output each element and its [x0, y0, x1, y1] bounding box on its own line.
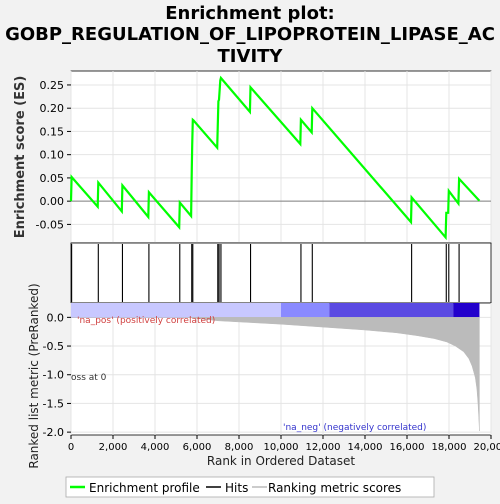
legend-metric-label: Ranking metric scores — [268, 481, 401, 495]
legend: Enrichment profile Hits Ranking metric s… — [66, 477, 434, 497]
x-tick-label: 4,000 — [141, 442, 170, 453]
x-tick-label: 20,000 — [474, 442, 500, 453]
color-bar-segment — [329, 303, 453, 318]
metric-y-tick-label: -2.0 — [43, 426, 64, 439]
legend-hits-label: Hits — [225, 481, 248, 495]
title-line-3: TIVITY — [218, 46, 284, 67]
neg-correlated-label: 'na_neg' (negatively correlated) — [283, 423, 426, 433]
chart-title: Enrichment plot: GOBP_REGULATION_OF_LIPO… — [5, 3, 495, 67]
title-line-1: Enrichment plot: — [165, 3, 335, 24]
es-y-tick-label: 0.10 — [40, 149, 65, 162]
es-y-tick-label: 0.15 — [40, 125, 65, 138]
es-y-tick-label: 0.25 — [40, 79, 65, 92]
metric-y-axis-label: Ranked list metric (PreRanked) — [27, 283, 41, 468]
es-y-tick-label: -0.05 — [36, 218, 64, 231]
metric-y-ticks: 0.0 -0.5 -1.0 -1.5 -2.0 — [43, 311, 71, 439]
legend-enrichment-label: Enrichment profile — [89, 481, 200, 495]
x-ticks: 0 2,000 4,000 6,000 8,000 10,000 12,000 14,000 1… — [68, 435, 500, 453]
metric-panel: 0.0 -0.5 -1.0 -1.5 -2.0 0 2,000 4,000 6,000 8,00… — [27, 283, 500, 468]
x-tick-label: 0 — [68, 442, 74, 453]
es-panel: -0.05 0.00 0.05 0.10 0.15 0.20 0.25 Enrichment… — [13, 71, 491, 243]
metric-y-tick-label: 0.0 — [47, 311, 65, 324]
metric-y-tick-label: -1.5 — [43, 397, 64, 410]
x-tick-label: 14,000 — [348, 442, 383, 453]
x-tick-label: 18,000 — [432, 442, 467, 453]
x-tick-label: 8,000 — [225, 442, 254, 453]
x-axis-label: Rank in Ordered Dataset — [207, 454, 355, 468]
x-tick-label: 6,000 — [183, 442, 212, 453]
hits-panel-background — [71, 243, 491, 303]
metric-y-tick-label: -0.5 — [43, 340, 64, 353]
x-tick-label: 2,000 — [99, 442, 128, 453]
metric-y-tick-label: -1.0 — [43, 369, 64, 382]
color-bar-segment — [453, 303, 479, 318]
x-tick-label: 10,000 — [264, 442, 299, 453]
x-tick-label: 12,000 — [306, 442, 341, 453]
es-y-tick-label: 0.00 — [40, 195, 65, 208]
es-y-axis-label: Enrichment score (ES) — [13, 76, 28, 239]
color-bar-segment — [281, 303, 329, 318]
x-tick-label: 16,000 — [390, 442, 425, 453]
title-line-2: GOBP_REGULATION_OF_LIPOPROTEIN_LIPASE_AC — [5, 24, 495, 45]
hits-panel — [71, 243, 491, 303]
es-y-tick-label: 0.20 — [40, 102, 65, 115]
es-y-tick-label: 0.05 — [40, 172, 65, 185]
zero-cross-label: oss at 0 — [71, 373, 107, 383]
es-y-ticks: -0.05 0.00 0.05 0.10 0.15 0.20 0.25 — [36, 79, 71, 231]
pos-correlated-label: 'na_pos' (positively correlated) — [77, 316, 215, 326]
